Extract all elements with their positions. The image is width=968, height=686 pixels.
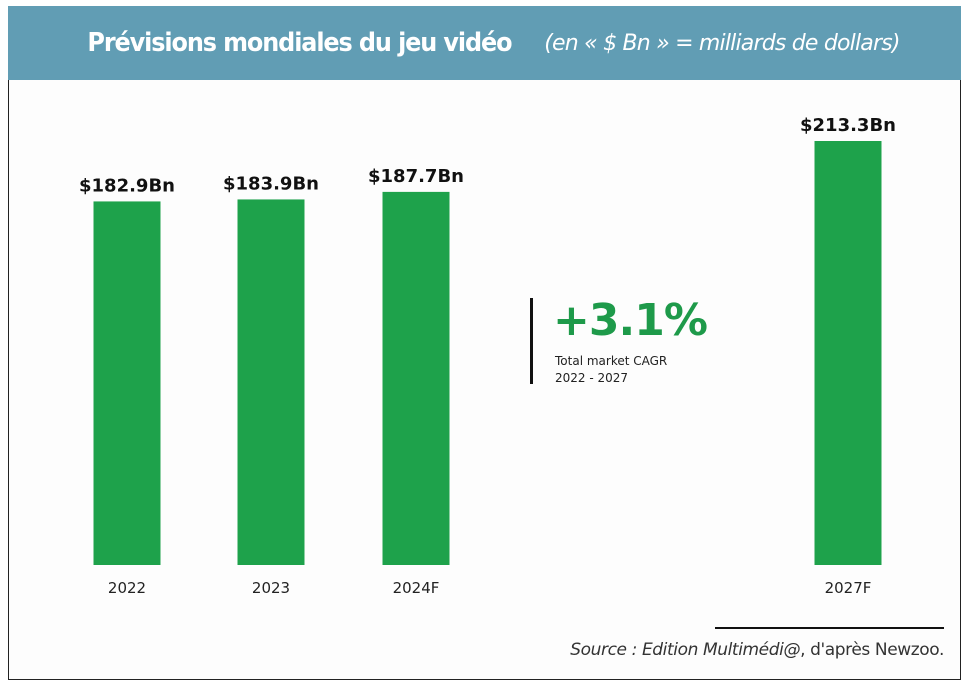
bar-2022 (93, 201, 161, 565)
cagr-value: +3.1% (553, 295, 708, 346)
bar-2023 (237, 199, 305, 565)
bar-2027f (814, 141, 882, 565)
cagr-label: Total market CAGR 2022 - 2027 (555, 353, 667, 387)
cagr-label-line1: Total market CAGR (555, 354, 668, 368)
chart-subtitle: (en « $ Bn » = milliards de dollars) (544, 30, 900, 56)
x-tick-label-2022: 2022 (108, 579, 146, 597)
data-label-2024f: $187.7Bn (368, 166, 464, 187)
source-divider (715, 627, 944, 629)
chart-title: Prévisions mondiales du jeu vidéo (87, 28, 513, 58)
chart-frame (8, 6, 961, 680)
cagr-label-line2: 2022 - 2027 (555, 371, 629, 385)
chart-header: Prévisions mondiales du jeu vidéo (en « … (8, 6, 961, 80)
data-label-2027f: $213.3Bn (800, 115, 896, 136)
x-tick-label-2027f: 2027F (825, 579, 872, 597)
bar-2024f (382, 191, 450, 566)
x-tick-label-2024f: 2024F (393, 579, 440, 597)
data-label-2023: $183.9Bn (223, 173, 319, 194)
source-plain: , d'après Newzoo. (800, 640, 944, 660)
source-note: Source : Edition Multimédi@, d'après New… (570, 640, 944, 660)
x-tick-label-2023: 2023 (252, 579, 290, 597)
data-label-2022: $182.9Bn (79, 175, 175, 196)
source-italic: Source : Edition Multimédi@ (570, 640, 801, 660)
cagr-divider (530, 298, 533, 384)
